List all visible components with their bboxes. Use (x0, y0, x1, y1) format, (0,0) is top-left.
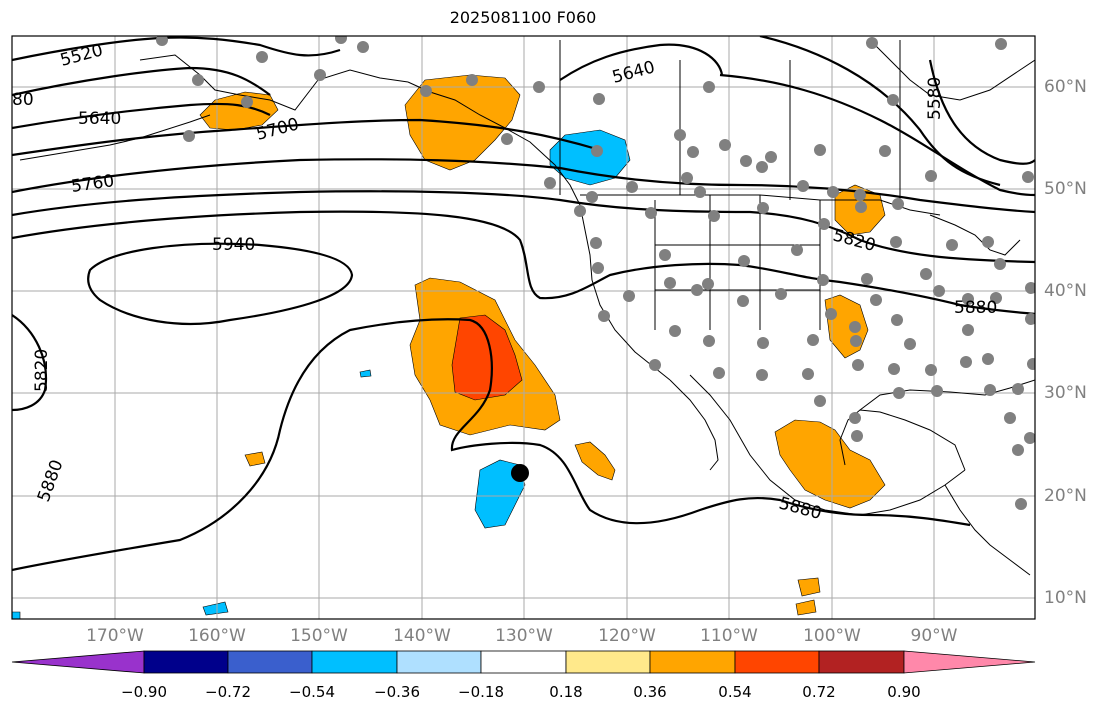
contour-5640-north (559, 43, 724, 81)
strong-anomaly-offshore (451, 314, 523, 401)
contour-label: 5940 (212, 235, 255, 255)
hudson-bay (869, 39, 1035, 101)
colorbar-segment (734, 650, 820, 674)
contour-5700 (12, 118, 601, 157)
colorbar-tick: 0.72 (802, 683, 836, 701)
aleutian-chain (19, 114, 211, 161)
negative-anomaly-edge (12, 611, 21, 619)
lon-label-140w: 140°W (393, 626, 451, 646)
positive-anomaly-small-3 (795, 599, 817, 616)
lat-label-40n: 40°N (1044, 281, 1087, 301)
colorbar-segment (565, 650, 651, 674)
colorbar-tick: −0.72 (205, 683, 251, 701)
height-contours (12, 36, 1035, 572)
lon-label-150w: 150°W (290, 626, 348, 646)
lon-label-110w: 110°W (700, 626, 758, 646)
gulf-coast (839, 409, 966, 471)
contour-5580 (12, 66, 271, 97)
gulf-north-coast (859, 379, 1035, 411)
colorbar-segment (480, 650, 567, 674)
lat-label-20n: 20°N (1044, 486, 1087, 506)
contour-5880-sw (12, 318, 971, 572)
colorbar-tick: 0.18 (549, 683, 583, 701)
contour-east-2 (759, 36, 1001, 187)
mexico-west-coast (689, 374, 966, 516)
negative-anomaly-tiny (359, 369, 372, 378)
colorbar-tick: 0.36 (633, 683, 667, 701)
colorbar-left-triangle (11, 650, 145, 674)
lat-label-30n: 30°N (1044, 383, 1087, 403)
contour-5520 (12, 36, 341, 62)
contour-5760 (12, 158, 1035, 214)
colorbar-segment (818, 650, 905, 674)
colorbar-tick: −0.18 (458, 683, 504, 701)
lat-label-10n: 10°N (1044, 588, 1087, 608)
map-title: 2025081100 F060 (449, 8, 597, 27)
central-america (944, 484, 1031, 576)
contour-5820-sw (12, 314, 48, 412)
contour-5940 (87, 242, 354, 326)
state-lines (654, 195, 821, 330)
graticule (12, 36, 1035, 619)
lon-label-90w: 90°W (910, 626, 958, 646)
colorbar-segment (311, 650, 398, 674)
colorbar-right-triangle (903, 650, 1036, 674)
contour-5820-main (12, 190, 1035, 264)
contour-label: 5880 (954, 298, 997, 318)
lon-label-120w: 120°W (598, 626, 656, 646)
negative-anomaly-small (202, 601, 229, 616)
positive-anomaly-small-2 (797, 577, 821, 597)
colorbar-segment (143, 650, 229, 674)
contour-label: 5640 (78, 109, 121, 129)
contour-label: 5820 (32, 349, 52, 392)
positive-anomaly-baja (574, 441, 616, 481)
canada-province-lines (559, 40, 901, 200)
colorbar-segment (649, 650, 736, 674)
colorbar-segment (396, 650, 482, 674)
lon-label-130w: 130°W (495, 626, 553, 646)
station-dots (156, 36, 1035, 510)
lon-label-100w: 100°W (803, 626, 861, 646)
colorbar-tick: −0.36 (374, 683, 420, 701)
positive-anomaly-alaska (199, 91, 279, 131)
lat-label-60n: 60°N (1044, 77, 1087, 97)
colorbar-tick: −0.90 (121, 683, 167, 701)
location-marker (511, 464, 529, 482)
contour-east-1 (719, 73, 1035, 197)
lon-label-170w: 170°W (86, 626, 144, 646)
contour-label: 5580 (925, 77, 945, 120)
contour-label: 80 (12, 90, 34, 110)
baja-peninsula (669, 379, 719, 471)
colorbar-tick: 0.54 (718, 683, 752, 701)
anomaly-shading (12, 74, 886, 619)
colorbar-segment (227, 650, 313, 674)
lon-label-160w: 160°W (188, 626, 246, 646)
lat-label-50n: 50°N (1044, 179, 1087, 199)
positive-anomaly-mexico (774, 419, 886, 509)
colorbar (11, 650, 1036, 674)
map-frame (11, 35, 1036, 620)
negative-anomaly-bc-interior (549, 129, 631, 186)
us-west-coast (579, 204, 671, 381)
colorbar-tick: 0.90 (887, 683, 921, 701)
positive-anomaly-small-1 (244, 451, 266, 467)
contour-5580-east (928, 59, 1035, 165)
contour-5880-main (12, 210, 1035, 316)
colorbar-tick: −0.54 (289, 683, 335, 701)
